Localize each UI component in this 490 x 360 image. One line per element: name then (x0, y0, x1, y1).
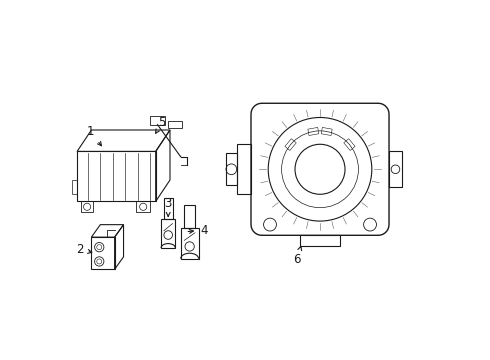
Text: 6: 6 (293, 246, 302, 266)
Text: 1: 1 (87, 125, 101, 146)
Text: 4: 4 (188, 224, 208, 237)
Text: 2: 2 (76, 243, 92, 256)
Text: 5: 5 (156, 116, 166, 133)
Text: 3: 3 (165, 197, 172, 216)
